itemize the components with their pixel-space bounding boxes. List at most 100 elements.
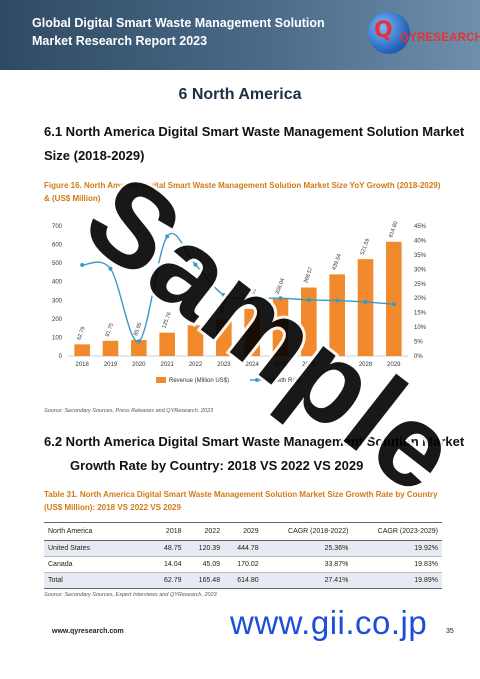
table-cell: Total [48,577,63,584]
growth-rate-point [80,263,85,267]
bar [329,274,345,356]
legend-bar-swatch [156,377,166,383]
bar [357,259,374,356]
table-source: Source: Secondary Sources, Expert Interv… [44,592,217,598]
bar [244,308,260,356]
bar [386,241,402,356]
y-left-tick-label: 200 [52,317,63,323]
growth-rate-point [306,297,311,302]
bar [301,287,317,356]
section-6-1-title-line1: 6.1 North America Digital Smart Waste Ma… [44,124,465,139]
figure-caption: Figure 16. North America Digital Smart W… [44,181,441,203]
col-header-2018: 2018 [165,528,182,535]
section-6-2-title-line1: 6.2 North America Digital Smart Waste Ma… [44,434,465,449]
table-cell: United States [48,545,91,552]
section-6-1-title-line2: Size (2018-2029) [44,148,145,163]
table-cell: 120.39 [198,545,221,552]
y-right-tick-label: 25% [414,282,427,288]
bar [159,332,175,356]
bar-data-label: 125.76 [161,311,172,329]
y-left-tick-label: 600 [52,243,63,249]
legend-label-revenue: Revenue (Million US$) [169,378,229,384]
chapter-title: 6 North America [178,86,302,103]
bar [272,298,289,356]
y-right-tick-label: 5% [414,340,423,346]
growth-rate-table: North America 2018 2022 2029 CAGR (2018-… [44,522,442,589]
x-tick-label: 2025 [274,362,288,368]
table-header-row: North America 2018 2022 2029 CAGR (2018-… [44,522,442,541]
growth-rate-point [278,296,283,301]
table-cell: 165.48 [198,577,221,584]
x-tick-label: 2028 [359,362,373,368]
table-cell: 170.02 [237,561,259,568]
y-left-tick-label: 400 [52,280,63,286]
col-header-2022: 2022 [204,528,221,535]
growth-rate-point [391,302,396,307]
table-cell: 25.36% [324,545,349,552]
y-left-tick-label: 100 [52,335,63,341]
x-tick-label: 2029 [387,362,401,368]
growth-rate-point [221,293,226,298]
growth-rate-point [250,296,255,301]
figure-source: Source: Secondary Sources, Press Release… [44,408,214,414]
table-cell: 45.09 [202,561,221,568]
growth-rate-point [335,298,340,303]
col-header-region: North America [48,528,93,535]
table-cell: 48.75 [163,545,182,552]
y-right-tick-label: 35% [414,253,427,259]
table-cell: 33.87% [324,561,349,568]
growth-rate-point [193,262,198,267]
x-tick-label: 2019 [104,362,118,368]
qyresearch-logo: Q QYRESEARCH [368,10,480,58]
y-right-tick-label: 0% [414,354,423,360]
bar-data-label: 368.57 [303,266,314,284]
x-tick-label: 2020 [132,362,146,368]
growth-rate-line [82,232,394,342]
table-cell: 14.04 [163,561,182,568]
y-right-tick-label: 20% [414,296,427,302]
x-tick-label: 2024 [245,362,259,368]
growth-rate-point [136,339,141,344]
section-6-2-title-line2: Growth Rate by Country: 2018 VS 2022 VS … [70,458,364,473]
y-left-tick-label: 300 [52,298,63,304]
table-cell: 614.80 [237,577,259,584]
x-tick-label: 2021 [160,362,174,368]
legend-label-growth: Growth Rate [267,378,301,384]
bar-data-label: 439.54 [331,253,342,271]
table-cell: 444.78 [237,545,259,552]
y-left-tick-label: 0 [59,354,63,360]
table-cell: Canada [48,561,73,568]
bar-data-label: 196.54 [218,298,229,316]
y-right-tick-label: 30% [414,267,427,273]
col-header-cagr-2023-2029: CAGR (2023-2029) [377,528,438,535]
logo-q: Q [374,18,393,43]
growth-rate-point [165,234,170,239]
y-left-tick-label: 500 [52,261,63,267]
table-row: United States 48.75 120.39 444.78 25.36%… [44,540,442,557]
table-caption: Table 31. North America Digital Smart Wa… [44,490,438,512]
x-tick-label: 2023 [217,362,231,368]
bar-data-label: 81.75 [105,323,115,338]
bar-data-label: 62.79 [76,326,86,341]
bar [74,344,90,356]
growth-rate-point [363,299,368,304]
bar-data-label: 165.48 [190,304,201,322]
logo-text: QYRESEARCH [400,32,480,44]
table-row-total: Total 62.79 165.48 614.80 27.41% 19.89% [44,572,442,589]
col-header-2029: 2029 [243,528,259,535]
y-right-tick-label: 45% [414,224,427,230]
bar-data-label: 85.95 [133,322,143,337]
bar-data-label: 521.59 [360,238,371,256]
table-cell: 62.79 [163,577,182,584]
report-header: Global Digital Smart Waste Management So… [0,0,480,70]
report-title: Global Digital Smart Waste Management So… [32,16,325,48]
x-tick-label: 2026 [302,362,316,368]
x-tick-label: 2027 [330,362,344,368]
bar-data-label: 308.04 [275,278,286,296]
table-row: Canada 14.04 45.09 170.02 33.87% 19.83% [44,557,442,573]
globe-icon [368,12,410,54]
x-tick-label: 2018 [75,362,89,368]
footer-url[interactable]: www.qyresearch.com [52,628,124,635]
bar [216,319,232,356]
bar [131,340,147,356]
